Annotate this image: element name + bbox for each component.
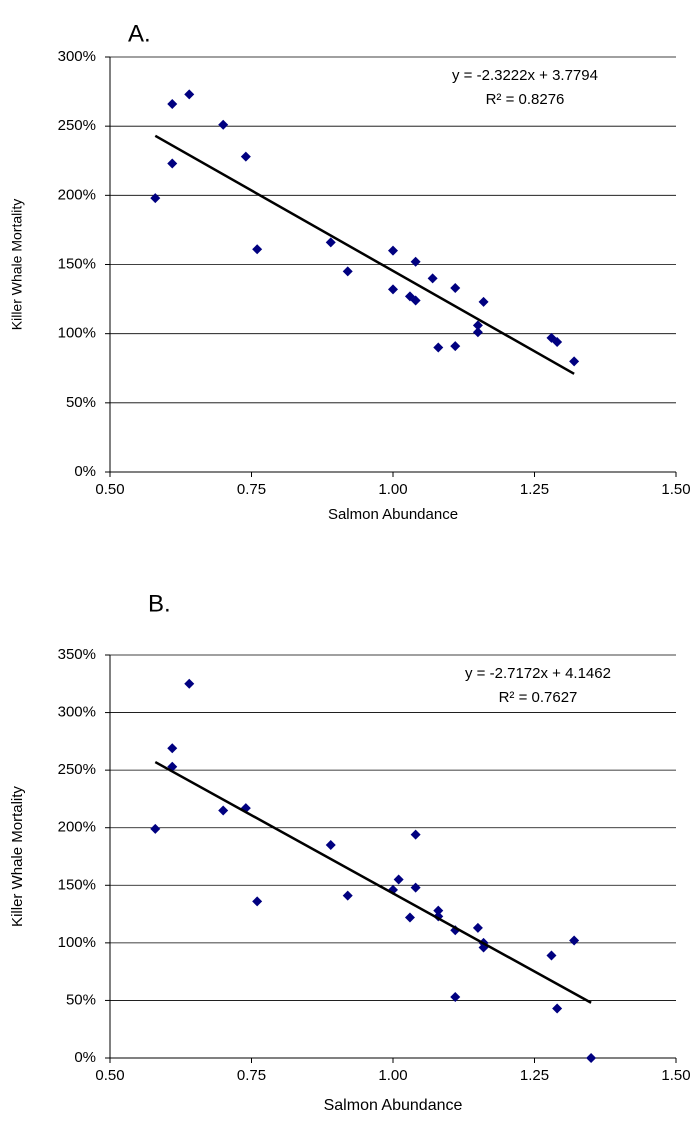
trendline xyxy=(154,134,575,375)
y-tick-label: 350% xyxy=(58,646,96,663)
data-point xyxy=(569,935,580,946)
data-point xyxy=(472,327,483,338)
data-point xyxy=(167,99,178,110)
chart-title: B. xyxy=(148,590,171,617)
data-point xyxy=(546,950,557,961)
annotation: y = -2.3222x + 3.7794 xyxy=(452,67,598,84)
data-point xyxy=(218,119,229,130)
y-tick-label: 200% xyxy=(58,186,96,203)
y-axis-label: Killer Whale Mortality xyxy=(9,786,26,927)
data-point xyxy=(410,882,421,893)
y-tick-label: 100% xyxy=(58,325,96,342)
x-tick-label: 1.00 xyxy=(378,481,407,498)
data-point xyxy=(252,896,263,907)
x-tick-label: 1.50 xyxy=(661,481,690,498)
data-point xyxy=(472,320,483,331)
data-point xyxy=(184,678,195,689)
x-axis-label: Salmon Abundance xyxy=(328,506,458,523)
x-tick-label: 0.75 xyxy=(237,1067,266,1084)
x-tick-label: 1.00 xyxy=(378,1067,407,1084)
data-point xyxy=(167,743,178,754)
data-point xyxy=(586,1053,597,1063)
data-point xyxy=(325,237,336,248)
data-point xyxy=(433,342,444,353)
data-point xyxy=(388,245,398,256)
data-point xyxy=(342,890,353,901)
x-tick-label: 0.50 xyxy=(95,1067,124,1084)
data-point xyxy=(450,991,461,1002)
data-point xyxy=(388,284,398,295)
y-tick-label: 150% xyxy=(58,876,96,893)
chart-title: A. xyxy=(128,20,151,47)
annotation: y = -2.7172x + 4.1462 xyxy=(465,665,611,682)
annotation: R² = 0.8276 xyxy=(486,91,565,108)
data-point xyxy=(433,905,444,916)
y-tick-label: 0% xyxy=(74,463,96,480)
x-tick-label: 0.50 xyxy=(95,481,124,498)
data-point xyxy=(325,839,336,850)
y-tick-label: 50% xyxy=(66,394,96,411)
y-tick-label: 250% xyxy=(58,761,96,778)
y-tick-label: 250% xyxy=(58,117,96,134)
x-tick-label: 0.75 xyxy=(237,481,266,498)
data-point xyxy=(472,922,483,933)
data-point xyxy=(252,244,263,255)
data-point xyxy=(552,1003,563,1014)
y-tick-label: 300% xyxy=(58,48,96,65)
y-tick-label: 300% xyxy=(58,704,96,721)
data-point xyxy=(404,912,415,923)
data-point xyxy=(342,266,353,277)
data-point xyxy=(410,256,421,267)
data-point xyxy=(410,295,421,306)
x-axis-label: Salmon Abundance xyxy=(324,1097,463,1114)
trendline xyxy=(154,760,592,1004)
x-tick-label: 1.50 xyxy=(661,1067,690,1084)
data-point xyxy=(150,193,161,204)
annotation: R² = 0.7627 xyxy=(499,689,578,706)
data-point xyxy=(569,356,580,367)
data-point xyxy=(184,89,195,100)
data-point xyxy=(410,829,421,840)
data-point xyxy=(427,273,438,284)
y-tick-label: 100% xyxy=(58,934,96,951)
x-tick-label: 1.25 xyxy=(520,1067,549,1084)
y-tick-label: 150% xyxy=(58,255,96,272)
data-point xyxy=(478,296,489,307)
x-tick-label: 1.25 xyxy=(520,481,549,498)
data-point xyxy=(450,283,461,294)
data-point xyxy=(218,805,229,816)
y-axis-label: Killer Whale Mortality xyxy=(9,199,25,330)
data-point xyxy=(167,158,178,169)
y-tick-label: 0% xyxy=(74,1049,96,1066)
data-point xyxy=(393,874,404,885)
data-point xyxy=(552,336,563,347)
data-point xyxy=(240,151,251,162)
data-point xyxy=(150,823,161,834)
y-tick-label: 200% xyxy=(58,819,96,836)
y-tick-label: 50% xyxy=(66,991,96,1008)
data-point xyxy=(450,341,461,352)
